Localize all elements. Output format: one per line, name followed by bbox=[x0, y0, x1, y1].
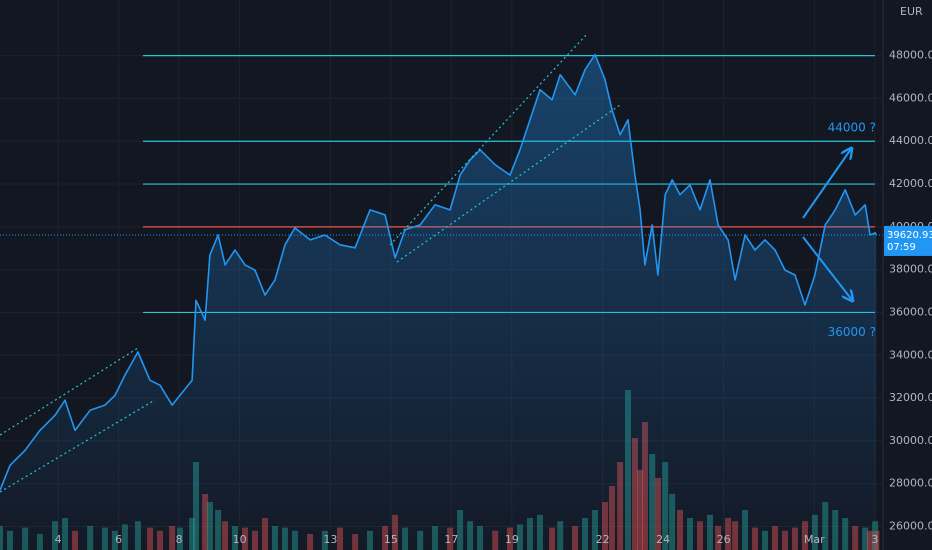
y-tick-label: 26000.00 bbox=[889, 519, 932, 532]
y-tick-label: 30000.00 bbox=[889, 434, 932, 447]
countdown: 07:59 bbox=[887, 242, 916, 253]
last-price-box bbox=[884, 225, 932, 256]
price-area bbox=[0, 54, 877, 550]
drawings bbox=[0, 32, 621, 493]
y-tick-label: 42000.00 bbox=[889, 177, 932, 190]
channel-line bbox=[0, 347, 139, 436]
y-tick-label: 38000.00 bbox=[889, 263, 932, 276]
x-tick-label: 6 bbox=[115, 533, 122, 546]
x-tick-label: 4 bbox=[55, 533, 62, 546]
x-tick-label: 8 bbox=[176, 533, 183, 546]
currency: EUR bbox=[900, 5, 923, 18]
x-tick-label: 19 bbox=[505, 533, 519, 546]
channel-line bbox=[396, 104, 621, 263]
x-tick-label: 22 bbox=[596, 533, 610, 546]
channel-line bbox=[0, 399, 156, 493]
x-tick-label: 17 bbox=[444, 533, 458, 546]
y-tick-label: 34000.00 bbox=[889, 348, 932, 361]
y-tick-label: 48000.00 bbox=[889, 49, 932, 62]
price-line bbox=[0, 53, 878, 491]
x-tick-label: 10 bbox=[233, 533, 247, 546]
arrows bbox=[802, 149, 852, 300]
y-tick-label: 44000.00 bbox=[889, 134, 932, 147]
x-tick-label: Mar bbox=[804, 533, 825, 546]
y-tick-label: 28000.00 bbox=[889, 477, 932, 490]
x-tick-label: 3 bbox=[871, 533, 878, 546]
volume-bar bbox=[873, 530, 880, 550]
arrow-down bbox=[802, 236, 852, 300]
y-tick-label: 46000.00 bbox=[889, 91, 932, 104]
y-tick-label: 32000.00 bbox=[889, 391, 932, 404]
x-tick-label: 13 bbox=[323, 533, 337, 546]
arrow-up bbox=[802, 149, 851, 219]
x-tick-label: 24 bbox=[656, 533, 670, 546]
last-price-label: 39620.93 bbox=[887, 230, 932, 241]
channel-line bbox=[389, 32, 589, 246]
annotation: 44000 ? bbox=[828, 121, 876, 135]
y-tick-label: 36000.00 bbox=[889, 305, 932, 318]
price-axis bbox=[883, 0, 932, 550]
x-tick-label: 26 bbox=[717, 533, 731, 546]
x-tick-label: 15 bbox=[384, 533, 398, 546]
annotation: 36000 ? bbox=[828, 325, 876, 339]
